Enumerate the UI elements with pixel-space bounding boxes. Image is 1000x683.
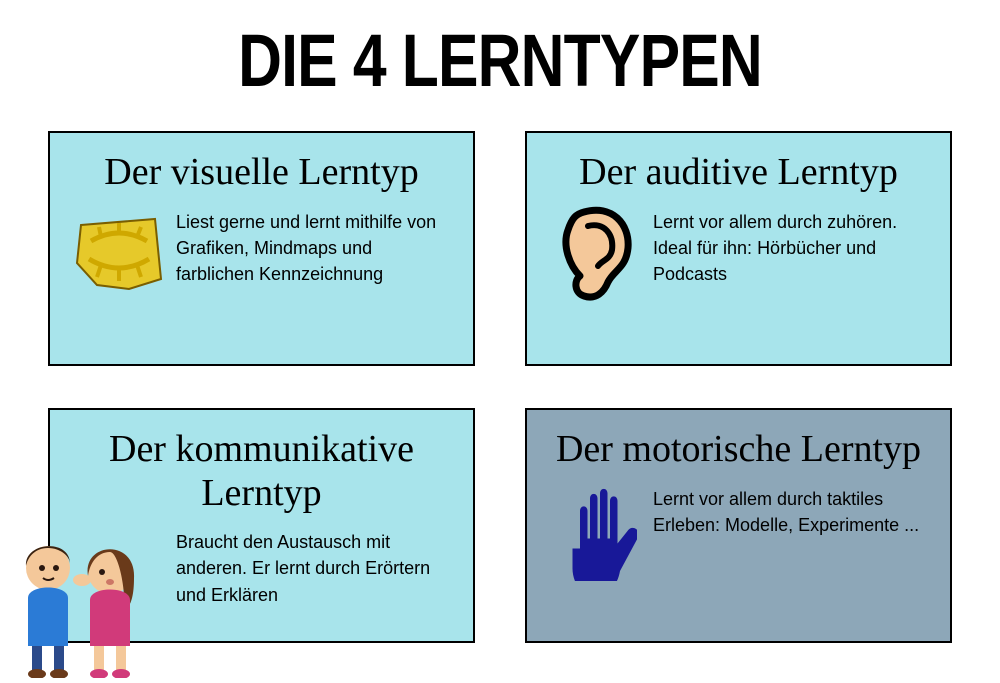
cards-grid: Der visuelle Lerntyp Liest gerne und ler…: [0, 131, 1000, 643]
card-desc: Lernt vor allem durch zuhören. Ideal für…: [653, 209, 926, 287]
ear-icon: [551, 209, 641, 299]
abstract-eye-patch-icon: [74, 209, 164, 299]
talking-children-icon: [10, 528, 170, 683]
card-auditive: Der auditive Lerntyp Lernt vor allem dur…: [525, 131, 952, 366]
page-title: Die 4 Lerntypen: [90, 0, 910, 131]
card-visual: Der visuelle Lerntyp Liest gerne und ler…: [48, 131, 475, 366]
card-title: Der auditive Lerntyp: [545, 151, 932, 195]
card-desc: Lernt vor allem durch taktiles Erleben: …: [653, 486, 926, 538]
card-communicative: Der kommunikative Lerntyp Braucht den Au…: [48, 408, 475, 643]
card-title: Der motorische Lerntyp: [545, 428, 932, 472]
card-desc: Liest gerne und lernt mithilfe von Grafi…: [176, 209, 449, 287]
card-title: Der kommunikative Lerntyp: [68, 428, 455, 515]
card-desc: Braucht den Austausch mit anderen. Er le…: [176, 529, 449, 607]
hand-icon: [551, 486, 641, 576]
card-motoric: Der motorische Lerntyp Lernt vor allem d…: [525, 408, 952, 643]
card-title: Der visuelle Lerntyp: [68, 151, 455, 195]
